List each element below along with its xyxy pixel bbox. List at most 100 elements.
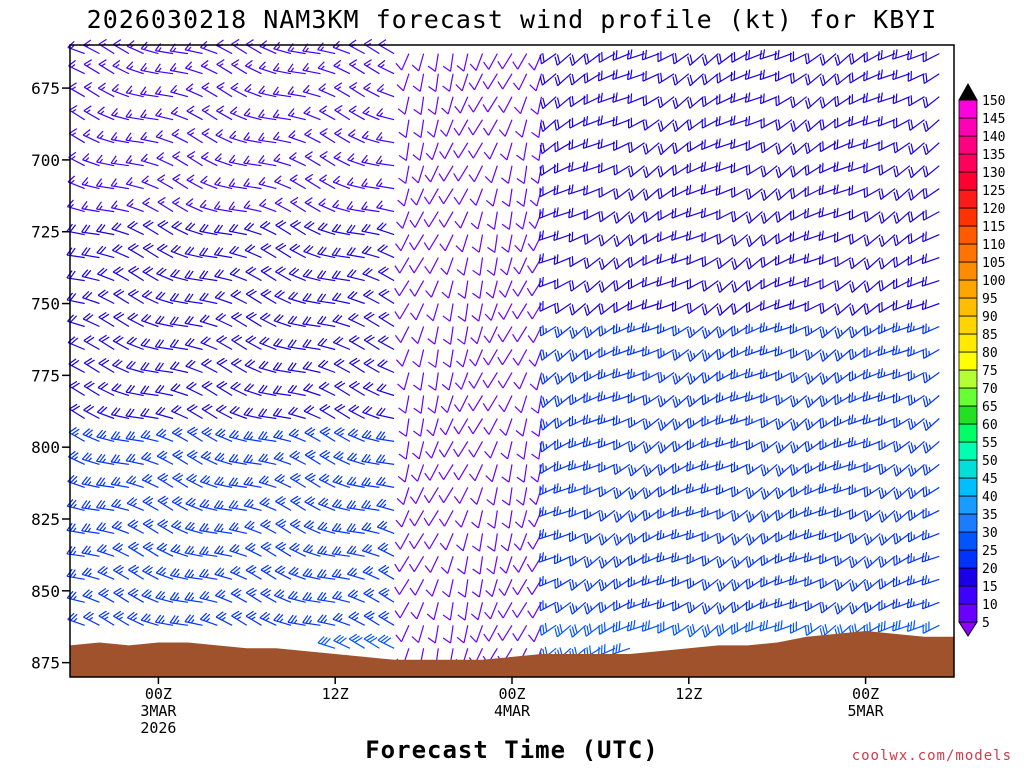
barb-flag — [82, 312, 91, 320]
barb-flag — [187, 522, 195, 530]
wind-barb — [413, 418, 425, 437]
wind-barb — [408, 257, 425, 274]
barb-half-flag — [367, 458, 372, 463]
barb-flag — [231, 224, 239, 233]
barb-flag — [84, 523, 91, 532]
barb-staff — [317, 253, 336, 259]
barb-flag — [199, 314, 207, 322]
barb-staff — [347, 159, 365, 167]
barb-half-flag — [295, 478, 300, 482]
barb-flag — [140, 407, 147, 416]
wind-barb — [81, 523, 100, 534]
barb-flag — [258, 431, 265, 440]
barb-staff — [318, 365, 336, 374]
barb-flag — [155, 428, 164, 436]
wind-barb — [409, 487, 425, 505]
barb-staff — [171, 432, 189, 442]
barb-half-flag — [71, 64, 76, 68]
barb-flag — [409, 496, 417, 505]
barb-flag — [397, 475, 406, 483]
wind-barb — [275, 518, 292, 534]
barb-half-flag — [147, 501, 153, 506]
barb-flag — [100, 268, 108, 276]
barb-staff — [416, 602, 425, 620]
wind-barb — [172, 472, 189, 488]
wind-barb — [331, 499, 351, 511]
wind-barb — [362, 565, 380, 580]
barb-flag — [114, 245, 123, 253]
barb-half-flag — [250, 547, 256, 552]
barb-half-flag — [261, 159, 265, 164]
barb-flag — [361, 154, 368, 163]
barb-flag — [128, 454, 136, 462]
barb-half-flag — [379, 136, 383, 141]
barb-flag — [349, 59, 358, 65]
barb-flag — [143, 314, 152, 323]
barb-staff — [140, 69, 159, 75]
barb-half-flag — [235, 527, 239, 532]
barb-flag — [287, 108, 295, 116]
barb-flag — [184, 293, 191, 302]
barb-half-flag — [235, 549, 240, 554]
barb-flag — [130, 244, 139, 251]
barb-half-flag — [159, 156, 164, 160]
barb-staff — [200, 46, 218, 55]
barb-flag — [232, 544, 240, 553]
barb-flag — [232, 406, 240, 414]
barb-staff — [376, 414, 395, 420]
wind-barb — [346, 452, 365, 465]
barb-flag — [173, 544, 181, 553]
barb-flag — [322, 405, 331, 412]
barb-staff — [230, 387, 248, 397]
wind-barb — [83, 335, 100, 351]
barb-flag — [214, 567, 222, 575]
barb-half-flag — [246, 136, 251, 141]
barb-half-flag — [324, 479, 329, 483]
barb-flag — [376, 222, 384, 230]
barb-flag — [394, 265, 401, 274]
wind-barb — [113, 311, 130, 328]
wind-barb — [170, 244, 189, 259]
barb-half-flag — [88, 594, 93, 599]
barb-flag — [101, 359, 110, 366]
wind-barb — [362, 381, 380, 397]
barb-staff — [199, 299, 218, 305]
barb-half-flag — [378, 182, 383, 187]
barb-flag — [363, 311, 372, 318]
barb-staff — [245, 316, 262, 328]
wind-barb — [243, 476, 262, 488]
barb-flag — [216, 357, 225, 364]
barb-flag — [143, 385, 150, 394]
wind-barb — [441, 372, 454, 391]
barb-flag — [316, 569, 323, 578]
barb-half-flag — [114, 112, 118, 117]
wind-barb — [408, 533, 425, 549]
barb-staff — [186, 478, 203, 488]
wind-barb — [128, 265, 145, 282]
barb-flag — [438, 471, 445, 481]
barb-half-flag — [118, 616, 124, 620]
barb-staff — [259, 502, 277, 511]
barb-staff — [258, 183, 277, 190]
barb-staff — [156, 273, 174, 282]
barb-flag — [319, 404, 328, 410]
barb-half-flag — [307, 155, 312, 159]
wind-barb — [231, 311, 248, 328]
barb-flag — [155, 406, 163, 415]
barb-flag — [322, 451, 331, 458]
wind-barb — [112, 266, 130, 282]
barb-half-flag — [293, 619, 298, 624]
wind-barb — [127, 587, 144, 603]
barb-flag — [216, 380, 225, 387]
wind-barb — [110, 200, 130, 213]
wind-barb — [216, 105, 233, 121]
barb-half-flag — [71, 109, 77, 113]
barb-flag — [125, 109, 132, 118]
wind-barb — [259, 497, 277, 511]
barb-flag — [156, 542, 165, 549]
wind-barb — [334, 104, 351, 121]
wind-barb — [140, 62, 159, 75]
barb-staff — [289, 477, 307, 488]
barb-flag — [380, 267, 389, 274]
barb-flag — [130, 543, 139, 550]
